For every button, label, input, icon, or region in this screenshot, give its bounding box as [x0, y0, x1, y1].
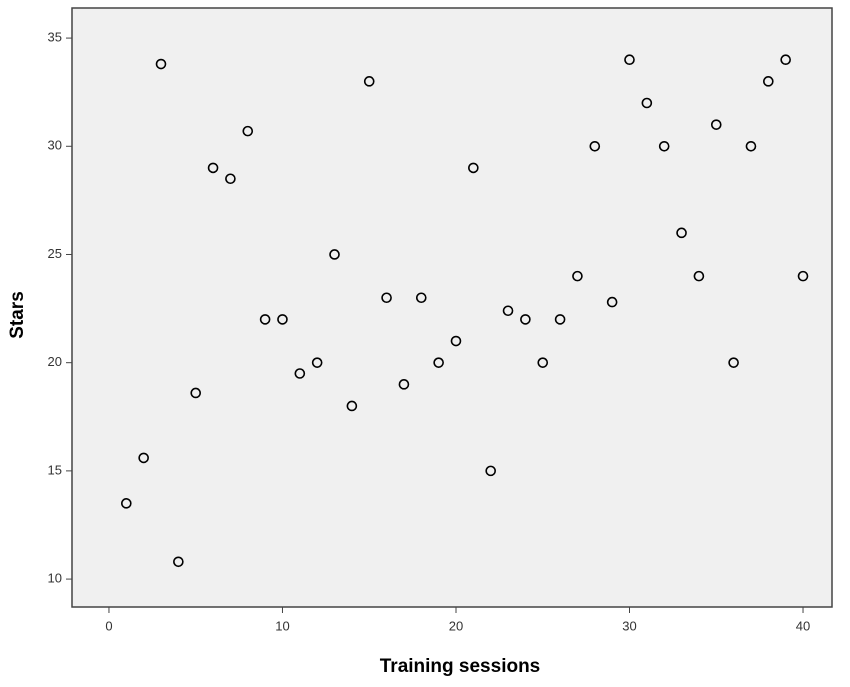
point — [624, 54, 635, 66]
x-tick-label: 10 — [275, 618, 289, 633]
point — [190, 387, 202, 399]
point — [433, 357, 444, 368]
point — [763, 76, 774, 87]
point — [641, 97, 653, 109]
y-tick-label: 10 — [48, 571, 62, 586]
point — [294, 368, 306, 379]
point — [415, 292, 427, 304]
point — [606, 296, 618, 308]
point — [710, 119, 722, 130]
point — [242, 125, 254, 137]
point — [797, 270, 809, 282]
point — [468, 162, 479, 174]
point — [207, 162, 219, 174]
point — [329, 249, 340, 260]
point — [520, 314, 531, 325]
point — [554, 314, 566, 325]
y-tick-label: 20 — [48, 354, 62, 369]
point — [138, 452, 149, 464]
point — [693, 270, 705, 282]
y-tick-label: 25 — [48, 246, 62, 261]
x-tick-label: 30 — [622, 618, 636, 633]
point — [502, 305, 514, 317]
point — [450, 335, 462, 347]
point — [121, 498, 132, 509]
point — [658, 140, 670, 152]
point — [173, 556, 184, 568]
x-tick-label: 0 — [105, 618, 112, 633]
point — [346, 400, 358, 412]
y-axis-title: Stars — [7, 291, 28, 339]
point — [363, 76, 375, 87]
point — [537, 357, 549, 368]
point — [259, 314, 271, 325]
x-axis-title: Training sessions — [380, 656, 541, 677]
point — [381, 292, 392, 304]
x-tick-label: 40 — [796, 618, 810, 633]
point — [589, 140, 601, 152]
point — [728, 357, 739, 368]
point — [485, 465, 496, 477]
y-tick-label: 30 — [48, 138, 62, 153]
point — [155, 58, 167, 70]
point — [398, 379, 410, 390]
plot-area — [71, 7, 833, 608]
y-tick-label: 15 — [48, 462, 62, 477]
point — [676, 227, 687, 239]
point — [225, 173, 236, 185]
y-tick-label: 35 — [48, 30, 62, 45]
point — [311, 357, 323, 368]
point — [745, 140, 757, 152]
point — [572, 270, 583, 282]
x-tick-label: 20 — [449, 618, 463, 633]
point — [780, 54, 791, 66]
point — [277, 314, 288, 325]
